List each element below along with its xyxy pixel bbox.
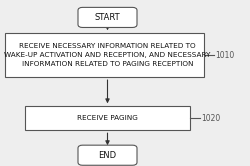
Text: END: END [98,151,116,160]
FancyBboxPatch shape [78,145,137,165]
FancyBboxPatch shape [78,7,137,27]
Text: 1020: 1020 [201,114,220,123]
FancyBboxPatch shape [25,106,190,130]
Text: RECEIVE PAGING: RECEIVE PAGING [77,115,138,121]
Text: 1010: 1010 [215,51,234,60]
Text: START: START [95,13,120,22]
Text: RECEIVE NECESSARY INFORMATION RELATED TO
WAKE-UP ACTIVATION AND RECEPTION, AND N: RECEIVE NECESSARY INFORMATION RELATED TO… [4,43,211,67]
FancyBboxPatch shape [5,33,204,77]
